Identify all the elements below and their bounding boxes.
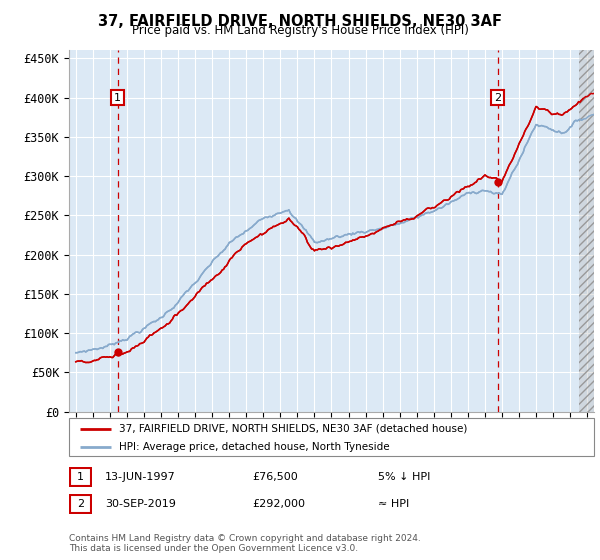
Bar: [578, 50, 594, 412]
Text: 2: 2: [494, 92, 501, 102]
Text: 1: 1: [77, 472, 84, 482]
Text: 13-JUN-1997: 13-JUN-1997: [105, 472, 176, 482]
Text: 37, FAIRFIELD DRIVE, NORTH SHIELDS, NE30 3AF: 37, FAIRFIELD DRIVE, NORTH SHIELDS, NE30…: [98, 14, 502, 29]
Text: Contains HM Land Registry data © Crown copyright and database right 2024.
This d: Contains HM Land Registry data © Crown c…: [69, 534, 421, 553]
Text: 1: 1: [114, 92, 121, 102]
Text: 2: 2: [77, 499, 84, 509]
Text: £292,000: £292,000: [252, 499, 305, 509]
Text: 5% ↓ HPI: 5% ↓ HPI: [378, 472, 430, 482]
Text: 37, FAIRFIELD DRIVE, NORTH SHIELDS, NE30 3AF (detached house): 37, FAIRFIELD DRIVE, NORTH SHIELDS, NE30…: [119, 424, 467, 434]
Bar: [578, 50, 594, 412]
Text: ≈ HPI: ≈ HPI: [378, 499, 409, 509]
Text: £76,500: £76,500: [252, 472, 298, 482]
Text: HPI: Average price, detached house, North Tyneside: HPI: Average price, detached house, Nort…: [119, 442, 389, 452]
Text: Price paid vs. HM Land Registry's House Price Index (HPI): Price paid vs. HM Land Registry's House …: [131, 24, 469, 36]
Text: 30-SEP-2019: 30-SEP-2019: [105, 499, 176, 509]
